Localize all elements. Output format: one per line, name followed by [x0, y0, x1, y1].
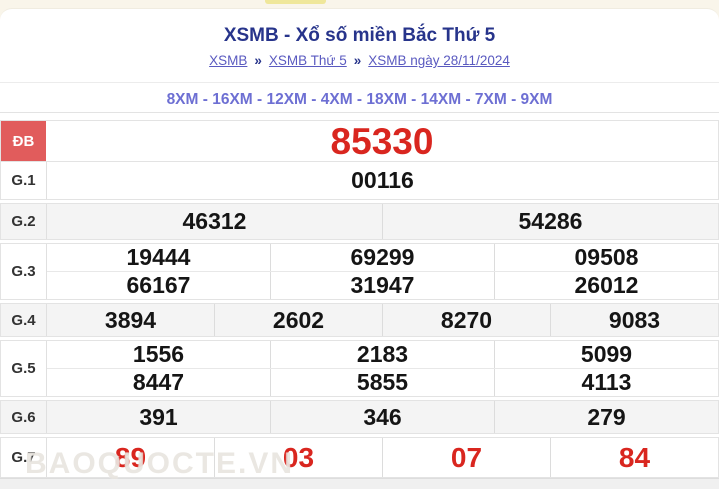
prize-label-g3: G.3 [1, 244, 47, 299]
prize-line: 1556 2183 5099 [47, 341, 718, 368]
prize-number: 26012 [494, 272, 718, 299]
prize-label-g5: G.5 [1, 341, 47, 396]
prize-row-g6: G.6 391 346 279 [0, 400, 719, 434]
prize-number: 66167 [126, 272, 191, 298]
prize-values-g1: 00116 [47, 162, 718, 199]
prize-row-g4: G.4 3894 2602 8270 9083 [0, 303, 719, 337]
prize-values-g2: 46312 54286 [47, 204, 718, 239]
prize-number: 8447 [132, 369, 185, 395]
prize-values-g5: 1556 2183 5099 8447 5855 4113 [47, 341, 718, 396]
prize-label-g6: G.6 [1, 401, 47, 433]
results-table: ĐB 85330 G.1 00116 G.2 46312 54286 G.3 19444 6929… [0, 120, 719, 478]
breadcrumb: XSMB » XSMB Thứ 5 » XSMB ngày 28/11/2024 [0, 52, 719, 69]
prize-number: 69299 [270, 244, 494, 271]
prize-number: 2602 [214, 304, 382, 336]
prize-line: 8447 5855 4113 [47, 368, 718, 396]
prize-values-g4: 3894 2602 8270 9083 [47, 304, 718, 336]
prize-line: 89 03 07 84 [47, 438, 718, 477]
prize-number: 03 [214, 438, 382, 477]
prize-number: 346 [270, 401, 494, 433]
prize-label-g1: G.1 [1, 162, 47, 199]
prize-number: 00116 [351, 167, 414, 193]
prize-line: 3894 2602 8270 9083 [47, 304, 718, 336]
prize-number: 89 [114, 441, 147, 473]
breadcrumb-link-1[interactable]: XSMB Thứ 5 [268, 53, 347, 68]
prize-label-g7: G.7 [1, 438, 47, 477]
prize-line: 00116 [47, 162, 718, 199]
prize-number: 1556 [132, 341, 185, 367]
next-row-cutoff [0, 478, 719, 489]
table-top-divider [0, 112, 719, 113]
prize-row-g3: G.3 19444 69299 09508 66167 31947 26012 [0, 243, 719, 300]
breadcrumb-separator: » [353, 53, 362, 68]
prize-number: 5099 [494, 341, 718, 368]
prize-row-g1: G.1 00116 [0, 161, 719, 200]
breadcrumb-link-0[interactable]: XSMB [209, 53, 248, 68]
prize-line: 66167 31947 26012 [47, 271, 718, 299]
breadcrumb-link-2[interactable]: XSMB ngày 28/11/2024 [368, 53, 510, 68]
prize-label-g4: G.4 [1, 304, 47, 336]
prize-label-g2: G.2 [1, 204, 47, 239]
prize-row-g5: G.5 1556 2183 5099 8447 5855 4113 [0, 340, 719, 397]
prize-number: 8270 [382, 304, 550, 336]
prize-values-db: 85330 [46, 121, 718, 163]
prize-number: 09508 [494, 244, 718, 271]
prize-number: 9083 [550, 304, 718, 336]
prize-number: 19444 [126, 244, 191, 270]
prize-values-g6: 391 346 279 [47, 401, 718, 433]
prize-line: 85330 [46, 121, 718, 163]
prize-line: 19444 69299 09508 [47, 244, 718, 271]
prize-number: 279 [494, 401, 718, 433]
prize-number: 46312 [182, 208, 247, 234]
results-card: XSMB - Xổ số miền Bắc Thứ 5 XSMB » XSMB Th… [0, 8, 719, 489]
prize-number: 54286 [382, 204, 718, 239]
prize-number: 85330 [330, 121, 434, 162]
prize-row-g7: G.7 89 03 07 84 [0, 437, 719, 478]
prize-number: 4113 [494, 369, 718, 396]
prize-number: 3894 [104, 306, 157, 333]
prize-values-g3: 19444 69299 09508 66167 31947 26012 [47, 244, 718, 299]
prize-label-db: ĐB [1, 121, 46, 161]
prize-row-g2: G.2 46312 54286 [0, 203, 719, 240]
header-divider [0, 82, 719, 83]
prize-row-db: ĐB 85330 [0, 120, 719, 163]
xm-tags-line: 8XM - 16XM - 12XM - 4XM - 18XM - 14XM - … [166, 91, 553, 108]
prize-line: 391 346 279 [47, 401, 718, 433]
prize-number: 5855 [270, 369, 494, 396]
prize-number: 2183 [270, 341, 494, 368]
prize-number: 84 [550, 438, 718, 477]
prize-number: 391 [139, 403, 178, 430]
prize-line: 46312 54286 [47, 204, 718, 239]
top-tab [265, 0, 326, 4]
prize-values-g7: 89 03 07 84 [47, 438, 718, 477]
breadcrumb-separator: » [254, 53, 262, 68]
prize-number: 07 [382, 438, 550, 477]
page-title: XSMB - Xổ số miền Bắc Thứ 5 [223, 25, 496, 46]
prize-number: 31947 [270, 272, 494, 299]
